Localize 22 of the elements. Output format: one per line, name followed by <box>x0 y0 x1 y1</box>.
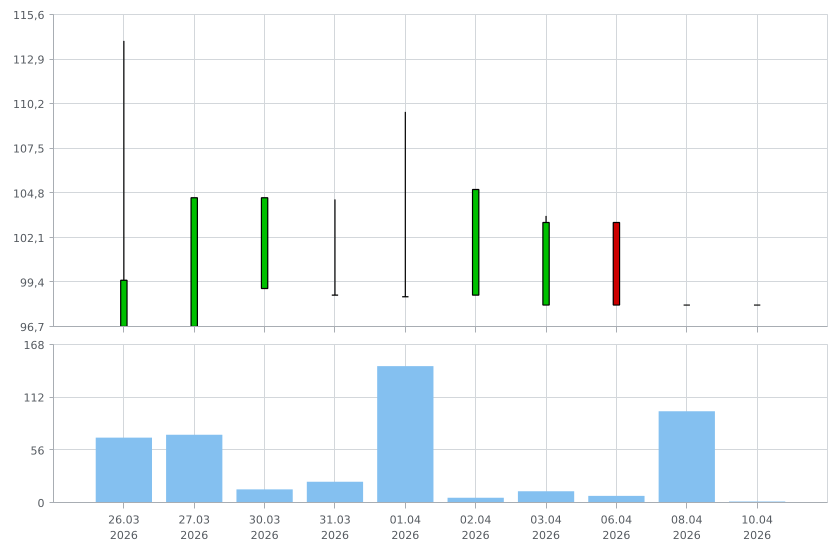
x-tick-label: 01.04 2026 <box>390 514 422 542</box>
x-tick-label: 03.04 2026 <box>530 514 562 542</box>
y-tick-label: 102,1 <box>13 232 45 245</box>
x-tick-label: 26.03 2026 <box>108 514 140 542</box>
y-tick-label: 112 <box>24 392 45 405</box>
x-tick-label: 06.04 2026 <box>600 514 632 542</box>
x-tick-label: 27.03 2026 <box>178 514 210 542</box>
y-tick-label: 168 <box>24 339 45 352</box>
y-tick-label: 0 <box>38 497 44 510</box>
x-tick-label: 30.03 2026 <box>248 514 280 542</box>
y-tick-label: 56 <box>30 444 45 458</box>
y-tick-label: 107,5 <box>13 142 45 156</box>
x-tick-label: 08.04 2026 <box>671 514 703 542</box>
y-tick-label: 104,8 <box>13 187 45 200</box>
x-tick-label: 31.03 2026 <box>319 514 351 542</box>
y-tick-label: 110,2 <box>13 98 45 112</box>
y-tick-label: 99,4 <box>20 276 45 290</box>
y-tick-label: 115,6 <box>13 9 45 22</box>
x-tick-label: 10.04 2026 <box>741 514 773 542</box>
y-tick-label: 96,7 <box>20 321 45 334</box>
x-tick-label: 02.04 2026 <box>460 514 492 542</box>
y-tick-label: 112,9 <box>13 54 45 67</box>
